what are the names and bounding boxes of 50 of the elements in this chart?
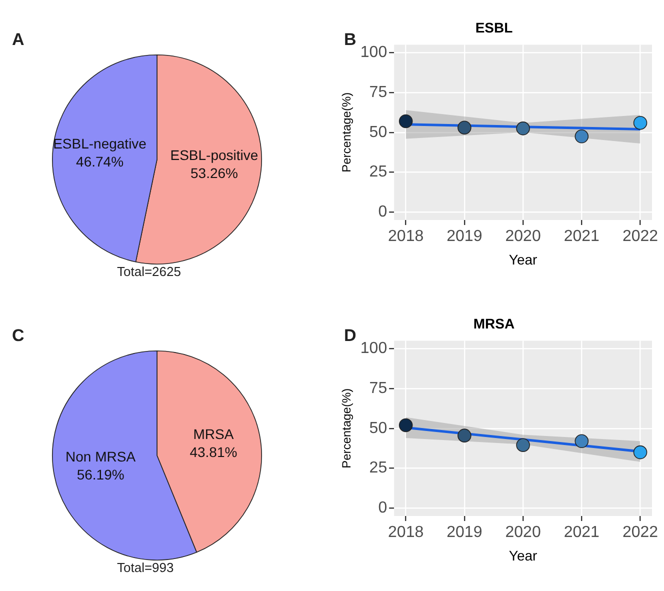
x-tick-label: 2020	[505, 524, 541, 542]
x-tick-label: 2022	[622, 524, 658, 542]
point	[633, 116, 648, 130]
point	[574, 434, 589, 448]
point	[633, 445, 648, 460]
y-tick-label: 0	[378, 203, 388, 220]
text: A	[12, 30, 24, 50]
slice-label: Non MRSA	[66, 448, 136, 464]
x-tick-label: 2019	[446, 524, 482, 542]
text: D	[344, 326, 356, 346]
y-tick-label: 75	[369, 84, 388, 101]
y-tick-label: 50	[369, 124, 388, 141]
x-tick-label: 2018	[388, 228, 424, 246]
data-label: 56.19%	[76, 466, 124, 482]
x-tick-label: 2022	[622, 228, 658, 246]
y-axis-title: Percentage(%)	[340, 92, 354, 172]
x-tick-label: 2021	[564, 228, 600, 246]
text: B	[344, 30, 356, 50]
point	[398, 114, 413, 128]
y-tick-label: 75	[369, 380, 388, 397]
x-tick-label: 2018	[388, 524, 424, 542]
text: C	[12, 326, 24, 346]
point	[458, 120, 472, 135]
x-tick-label: 2019	[446, 228, 482, 246]
data-label: 53.26%	[190, 165, 238, 182]
text: Total=2625	[117, 264, 181, 279]
x-tick-label: 2020	[505, 228, 541, 246]
slice-label: ESBL-negative	[53, 135, 147, 152]
slice-label: ESBL-positive	[170, 147, 258, 164]
text: Total=993	[117, 560, 174, 575]
point	[516, 438, 530, 452]
y-tick-label: 50	[369, 420, 388, 437]
x-axis-title: Year	[508, 251, 538, 268]
y-axis-title: Percentage(%)	[340, 388, 354, 468]
data-label: 46.74%	[76, 153, 124, 170]
slice-label: MRSA	[193, 426, 234, 442]
chart-title: MRSA	[473, 315, 515, 332]
point	[398, 418, 413, 432]
y-tick-label: 100	[360, 44, 388, 62]
x-tick-label: 2021	[564, 524, 600, 542]
y-tick-label: 25	[369, 164, 388, 181]
y-tick-label: 0	[378, 499, 388, 516]
chart-title: ESBL	[475, 19, 514, 36]
point	[574, 129, 589, 144]
point	[458, 428, 472, 442]
x-axis-title: Year	[508, 547, 538, 564]
data-label: 43.81%	[190, 444, 238, 460]
y-tick-label: 100	[360, 340, 388, 358]
point	[516, 122, 530, 136]
y-tick-label: 25	[369, 460, 388, 477]
